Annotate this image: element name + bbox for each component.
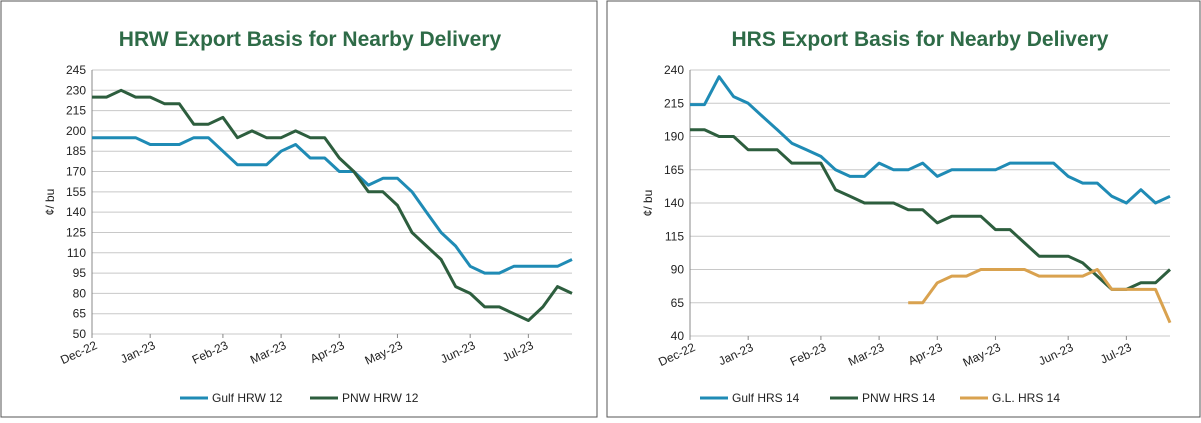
y-axis-label: ¢/ bu <box>641 190 655 217</box>
y-tick-label: 50 <box>73 327 87 341</box>
y-tick-label: 245 <box>66 63 86 77</box>
x-tick-label: Mar-23 <box>248 338 289 367</box>
legend-label: PNW HRS 14 <box>862 391 936 405</box>
y-tick-label: 200 <box>66 124 86 138</box>
y-tick-label: 110 <box>67 246 86 260</box>
y-tick-label: 190 <box>664 130 684 144</box>
y-tick-label: 40 <box>671 329 685 343</box>
y-tick-label: 230 <box>66 83 86 97</box>
x-tick-label: Feb-23 <box>190 338 231 367</box>
y-tick-label: 80 <box>73 286 87 300</box>
x-tick-label: Jun-23 <box>438 338 477 366</box>
x-tick-label: Jul-23 <box>500 338 536 365</box>
y-tick-label: 185 <box>66 144 86 158</box>
y-tick-label: 140 <box>664 196 684 210</box>
y-tick-label: 90 <box>671 263 685 277</box>
series-line <box>92 88 573 322</box>
y-tick-label: 65 <box>73 307 87 321</box>
y-tick-label: 215 <box>664 96 684 110</box>
y-tick-label: 125 <box>66 225 86 239</box>
legend-label: Gulf HRS 14 <box>732 391 800 405</box>
y-tick-label: 95 <box>73 266 87 280</box>
y-tick-label: 155 <box>66 185 86 199</box>
legend-label: PNW HRW 12 <box>342 391 419 405</box>
y-tick-label: 215 <box>66 104 86 118</box>
x-tick-label: Jul-23 <box>1098 340 1134 367</box>
x-tick-label: Feb-23 <box>788 340 829 369</box>
y-tick-label: 170 <box>66 165 86 179</box>
y-tick-label: 165 <box>664 163 684 177</box>
y-tick-label: 140 <box>66 205 86 219</box>
x-tick-label: Jan-23 <box>118 338 157 366</box>
x-tick-label: Apr-23 <box>308 338 347 366</box>
x-tick-label: Dec-22 <box>656 340 697 369</box>
x-tick-label: May-23 <box>961 340 1003 370</box>
series-line <box>908 268 1172 324</box>
series-line <box>92 136 573 275</box>
chart-title: HRS Export Basis for Nearby Delivery <box>732 28 1109 51</box>
x-tick-label: Dec-22 <box>58 338 99 367</box>
x-tick-label: Jun-23 <box>1036 340 1075 368</box>
x-tick-label: Apr-23 <box>906 340 945 368</box>
x-tick-label: Jan-23 <box>716 340 755 368</box>
series-line <box>690 75 1171 205</box>
y-tick-label: 65 <box>671 296 685 310</box>
x-tick-label: Mar-23 <box>846 340 887 369</box>
panel-border <box>0 0 598 418</box>
panel-border <box>606 0 1201 418</box>
y-axis-label: ¢/ bu <box>43 189 57 216</box>
y-tick-label: 240 <box>664 63 684 77</box>
y-tick-label: 115 <box>665 229 684 243</box>
legend-label: Gulf HRW 12 <box>212 391 283 405</box>
chart-title: HRW Export Basis for Nearby Delivery <box>119 28 502 51</box>
x-tick-label: May-23 <box>363 338 405 368</box>
legend-label: G.L. HRS 14 <box>992 391 1060 405</box>
series-line <box>690 128 1172 291</box>
